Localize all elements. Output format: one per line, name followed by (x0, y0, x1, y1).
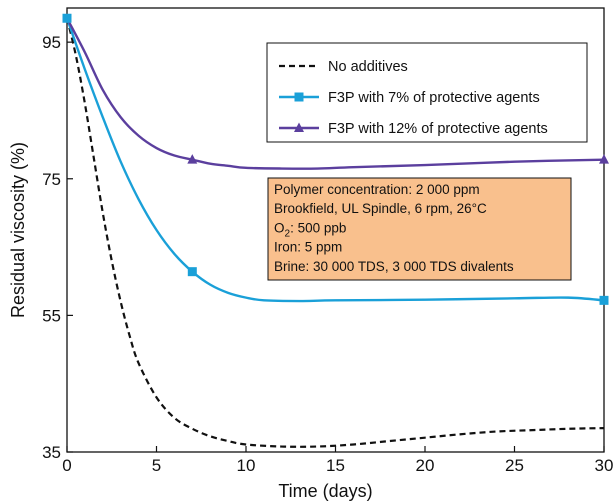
x-tick-label: 15 (326, 456, 345, 475)
series-marker-1 (62, 13, 72, 23)
y-tick-label: 95 (42, 33, 61, 52)
y-tick-label: 55 (42, 306, 61, 325)
annotation-line: Iron: 5 ppm (274, 240, 342, 255)
x-tick-label: 5 (152, 456, 161, 475)
annotation-line: Polymer concentration: 2 000 ppm (274, 182, 480, 197)
series-line-2 (65, 17, 605, 170)
series-line-0 (65, 17, 605, 448)
series-marker-2 (599, 154, 609, 164)
legend-label-1: F3P with 7% of protective agents (328, 90, 540, 106)
legend-marker-2 (294, 122, 304, 132)
series-marker-1 (599, 295, 609, 305)
y-tick-label: 35 (42, 443, 61, 462)
annotation-line: O2: 500 ppb (274, 220, 346, 239)
x-axis-title: Time (days) (278, 481, 372, 501)
annotation-box (267, 177, 572, 281)
legend-box (266, 42, 588, 143)
x-tick-label: 30 (595, 456, 614, 475)
annotation-line: Brookfield, UL Spindle, 6 rpm, 26°C (274, 201, 487, 216)
series-marker-1 (187, 267, 197, 277)
y-axis-title: Residual viscosity (%) (8, 142, 28, 318)
y-tick-label: 75 (42, 170, 61, 189)
x-tick-label: 10 (237, 456, 256, 475)
x-tick-label: 25 (505, 456, 524, 475)
annotation-line: Brine: 30 000 TDS, 3 000 TDS divalents (274, 259, 514, 274)
series-marker-2 (187, 154, 198, 164)
legend-marker-1 (294, 92, 304, 102)
legend-label-2: F3P with 12% of protective agents (328, 121, 548, 137)
x-tick-label: 20 (416, 456, 435, 475)
series-line-1 (65, 17, 605, 303)
legend-label-0: No additives (328, 59, 408, 75)
x-tick-label: 0 (62, 456, 71, 475)
